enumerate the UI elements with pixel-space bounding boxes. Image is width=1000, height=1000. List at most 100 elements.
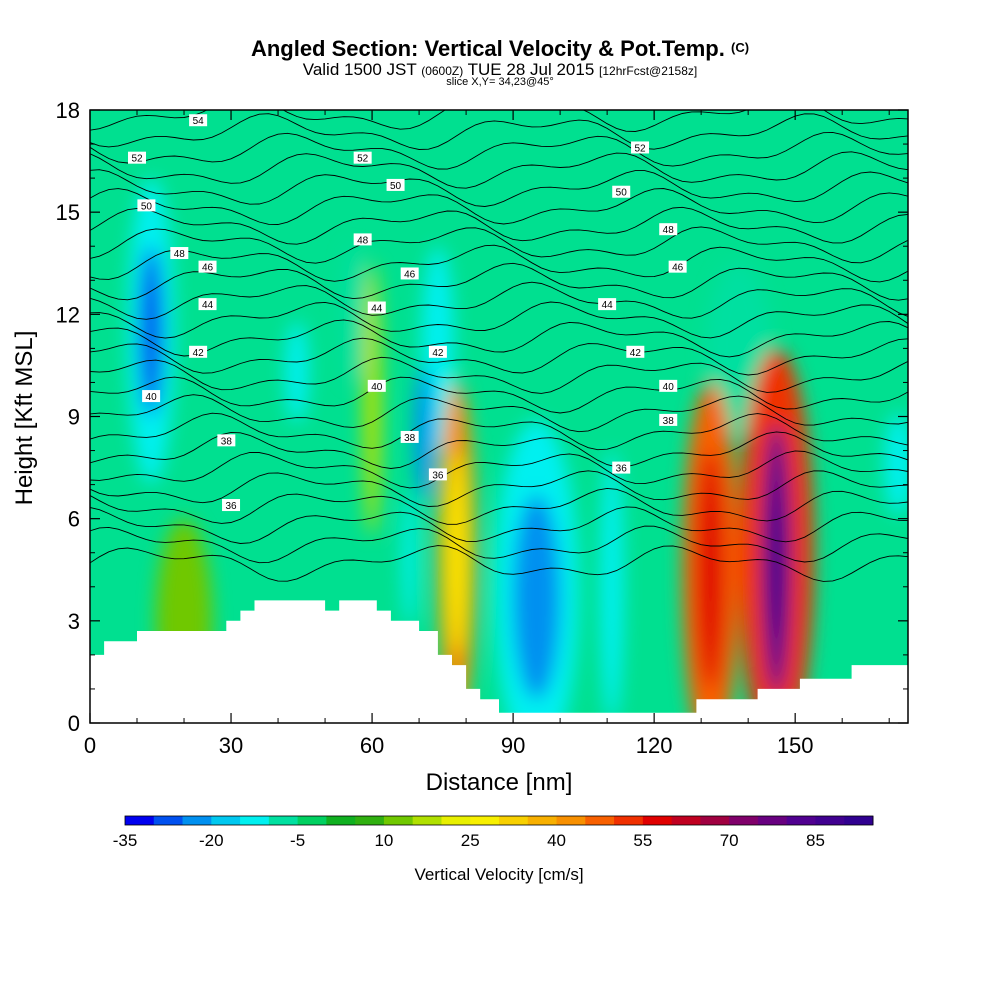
colorbar-swatch [556, 816, 586, 825]
contour-label-36: 36 [428, 468, 447, 481]
contour-label-text: 50 [390, 181, 402, 192]
contour-label-text: 50 [141, 201, 153, 212]
theta-contour-line [90, 412, 908, 451]
theta-contour-line [90, 319, 908, 358]
theta-contour-line [90, 487, 908, 525]
theta-contour-line [90, 262, 908, 301]
contour-label-44: 44 [367, 301, 386, 315]
contour-label-52: 52 [128, 151, 147, 165]
theta-contour-line [90, 525, 908, 564]
colorbar-swatch [614, 816, 644, 825]
contour-label-38: 38 [659, 413, 678, 427]
contour-label-36: 36 [612, 461, 631, 475]
colorbar-swatch [671, 816, 701, 825]
contour-label-50: 50 [137, 199, 156, 212]
contour-label-48: 48 [170, 247, 189, 260]
contour-label-44: 44 [598, 298, 617, 311]
contour-label-text: 48 [663, 225, 675, 236]
subtitle-date: TUE 28 Jul 2015 [463, 60, 600, 79]
contour-label-text: 54 [193, 116, 205, 127]
contour-label-38: 38 [217, 434, 236, 447]
contour-label-box [612, 185, 631, 198]
contour-label-52: 52 [353, 151, 372, 165]
contour-label-box [189, 345, 208, 358]
theta-contour-line [90, 206, 908, 245]
chart-title: Angled Section: Vertical Velocity & Pot.… [0, 36, 1000, 62]
colorbar-swatch [585, 816, 615, 825]
contour-label-40: 40 [659, 379, 678, 393]
contour-label-46: 46 [198, 260, 217, 274]
velocity-cell-19 [362, 263, 382, 536]
theta-contour-line [90, 470, 908, 507]
velocity-cell-8 [513, 494, 561, 700]
contour-label-text: 36 [616, 464, 628, 475]
contour-label-46: 46 [668, 260, 687, 274]
y-tick-label: 6 [68, 507, 80, 532]
contour-label-54: 54 [189, 114, 208, 127]
contour-label-text: 38 [221, 436, 233, 447]
colorbar-swatch [470, 816, 500, 825]
contour-label-box [353, 151, 372, 164]
velocity-cell-18 [769, 501, 784, 638]
velocity-cell-6 [402, 491, 417, 628]
colorbar-swatch [125, 816, 155, 825]
contour-label-text: 52 [131, 154, 143, 165]
subtitle-zulu: (0600Z) [421, 64, 464, 78]
contour-label-box [668, 260, 687, 273]
colorbar-tick-label: -5 [290, 831, 305, 850]
colorbar-tick-label: 85 [806, 831, 825, 850]
y-tick-label: 3 [68, 609, 80, 634]
y-tick-label: 9 [68, 405, 80, 430]
x-tick-label: 60 [360, 733, 384, 758]
x-tick-label: 30 [219, 733, 243, 758]
subtitle-valid: Valid 1500 JST [302, 60, 422, 79]
contour-label-text: 40 [371, 382, 383, 393]
contour-label-box [386, 178, 405, 191]
contour-label-text: 48 [174, 249, 186, 260]
contour-label-box [217, 434, 236, 447]
contour-label-box [612, 461, 631, 474]
colorbar-tick-label: -35 [113, 831, 138, 850]
contour-label-box [367, 379, 386, 392]
velocity-cell-5 [414, 365, 434, 502]
contour-label-40: 40 [367, 379, 386, 393]
contour-label-text: 38 [404, 433, 416, 444]
colorbar-swatch [757, 816, 788, 825]
colorbar-swatch [153, 816, 184, 825]
colorbar-swatch [642, 816, 673, 825]
theta-contour-line [90, 376, 908, 414]
contour-label-text: 52 [634, 143, 646, 154]
contour-label-box [598, 298, 617, 311]
contour-label-box [428, 468, 447, 481]
colorbar-swatch [240, 816, 270, 825]
contour-label-box [128, 151, 147, 164]
contour-label-text: 40 [146, 392, 158, 403]
colorbar-swatch [412, 816, 442, 825]
x-axis: 0 30 60 90 120 150 [84, 110, 890, 758]
theta-contour-line [90, 450, 908, 489]
theta-contour-line [90, 169, 908, 207]
colorbar-tick-label: 40 [547, 831, 566, 850]
colorbar-tick-label: 10 [374, 831, 393, 850]
y-tick-label: 18 [56, 98, 80, 123]
theta-contour-line [90, 281, 908, 320]
colorbar-swatch [326, 816, 356, 825]
contour-label-text: 46 [202, 263, 214, 274]
theta-contour-line [90, 506, 908, 544]
contour-label-box [631, 141, 650, 154]
contour-label-box [170, 247, 189, 260]
y-tick-label: 15 [56, 200, 80, 225]
terrain [90, 600, 908, 723]
contour-label-text: 44 [602, 300, 614, 311]
theta-contour-line [90, 226, 908, 264]
contour-label-box [400, 430, 419, 443]
contour-label-text: 48 [357, 235, 369, 246]
y-axis-label: Height [Kft MSL] [11, 331, 38, 506]
colorbar-swatch [786, 816, 816, 825]
contour-label-text: 36 [225, 501, 237, 512]
contour-label-box [367, 301, 386, 314]
contour-label-text: 42 [432, 348, 444, 359]
colorbar-swatch [268, 816, 299, 825]
contour-label-text: 46 [404, 269, 416, 280]
